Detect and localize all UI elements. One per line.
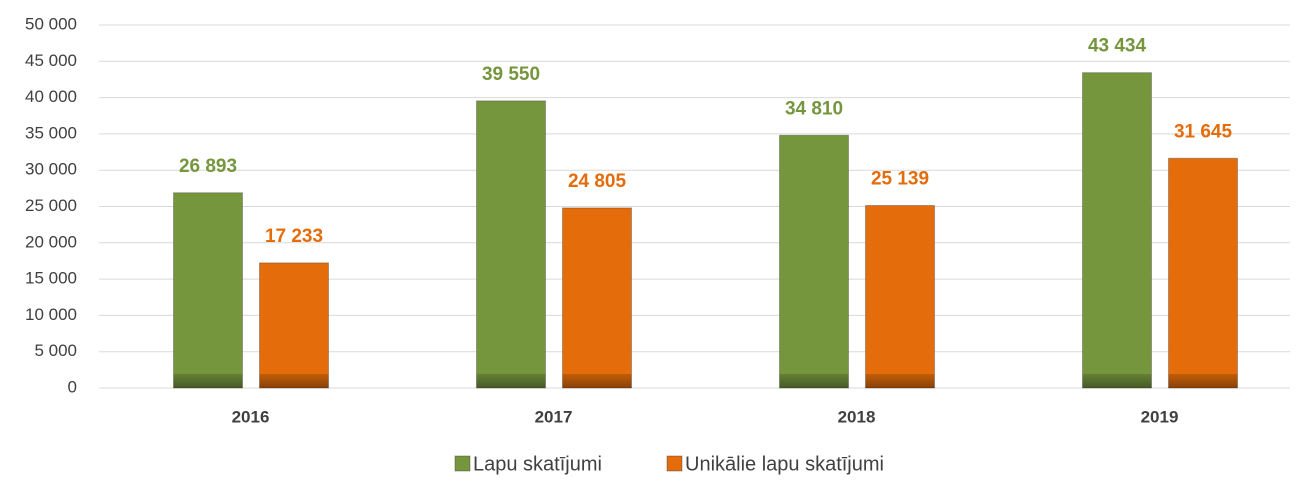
- bar: [173, 192, 243, 389]
- bar: [476, 100, 546, 389]
- bar: [865, 204, 935, 389]
- data-label: 39 550: [482, 64, 540, 85]
- x-tick-label: 2019: [1141, 407, 1179, 426]
- bar-shade: [1082, 374, 1152, 388]
- legend-swatch: [666, 455, 683, 472]
- bar-shade: [1168, 374, 1238, 388]
- data-label: 24 805: [568, 171, 627, 192]
- x-tick-label: 2018: [838, 407, 876, 426]
- data-label: 34 810: [785, 98, 843, 119]
- y-tick-label: 25 000: [25, 196, 77, 215]
- data-label: 43 434: [1088, 36, 1147, 57]
- data-label: 26 893: [179, 156, 237, 177]
- bar-shade: [173, 374, 243, 388]
- bar: [1082, 72, 1152, 389]
- x-tick-label: 2017: [535, 407, 573, 426]
- y-tick-label: 0: [68, 377, 77, 396]
- bar-shade: [865, 374, 935, 388]
- y-tick-label: 10 000: [25, 305, 77, 324]
- data-label: 17 233: [265, 226, 323, 247]
- y-tick-label: 50 000: [25, 14, 77, 33]
- y-tick-label: 20 000: [25, 232, 77, 251]
- bar-shade: [562, 374, 632, 388]
- legend-label: Lapu skatījumi: [473, 453, 602, 475]
- bar: [562, 207, 632, 389]
- bar: [779, 134, 849, 389]
- bar-shade: [779, 374, 849, 388]
- bar: [259, 262, 329, 389]
- bar-shade: [476, 374, 546, 388]
- legend-label: Unikālie lapu skatījumi: [685, 453, 884, 475]
- bar: [1168, 157, 1238, 389]
- y-tick-label: 5 000: [34, 341, 77, 360]
- bar-shade: [259, 374, 329, 388]
- y-tick-label: 40 000: [25, 87, 77, 106]
- legend-swatch: [454, 455, 471, 472]
- y-tick-label: 15 000: [25, 269, 77, 288]
- y-tick-label: 35 000: [25, 123, 77, 142]
- data-label: 25 139: [871, 169, 929, 190]
- data-label: 31 645: [1174, 121, 1233, 142]
- y-tick-label: 30 000: [25, 160, 77, 179]
- x-tick-label: 2016: [232, 407, 270, 426]
- y-tick-label: 45 000: [25, 51, 77, 70]
